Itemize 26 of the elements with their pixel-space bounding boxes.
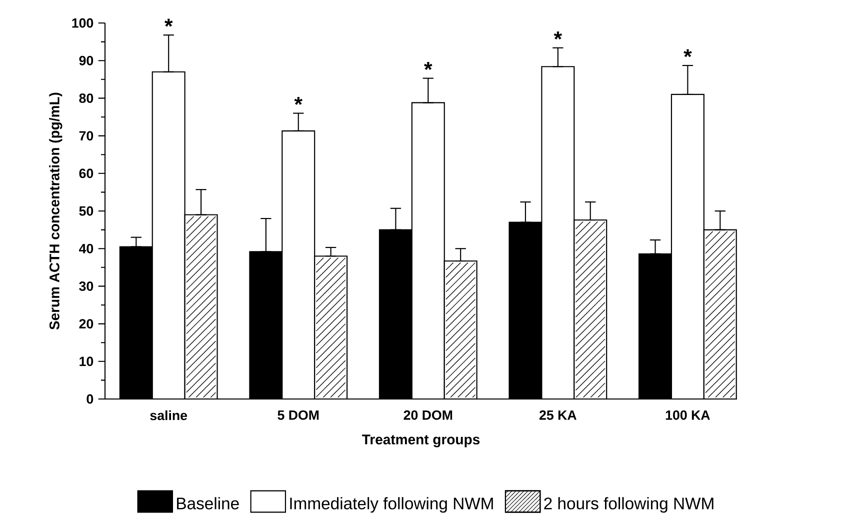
legend-label: Immediately following NWM [290,497,493,513]
y-tick-label: 40 [79,244,94,254]
annotation: * [424,62,432,70]
y-tick-label: 20 [79,319,94,329]
y-axis-title: Serum ACTH concentration (pg/mL) [49,92,62,330]
annotation: * [164,18,173,27]
x-tick-label: 25 KA [539,410,576,420]
annotation: * [294,96,302,105]
x-axis-title: Treatment groups [362,434,480,448]
legend-label: 2 hours following NWM [544,497,714,513]
y-tick-label: 50 [79,206,94,216]
x-tick-label: 20 DOM [404,410,452,420]
y-tick-label: 80 [79,93,94,103]
y-tick-label: 0 [86,394,94,404]
y-tick-label: 30 [79,281,94,291]
y-tick-label: 10 [80,356,94,366]
y-tick-label: 60 [79,168,94,178]
y-tick-label: 100 [72,18,94,28]
annotation: * [554,32,562,40]
annotation: * [684,49,692,58]
x-tick-label: 5 DOM [278,410,319,420]
x-tick-label: 100 KA [666,410,710,420]
y-tick-label: 90 [79,56,94,66]
legend-label: Baseline [177,497,239,510]
y-tick-label: 70 [79,131,94,141]
x-tick-label: saline [150,410,188,420]
